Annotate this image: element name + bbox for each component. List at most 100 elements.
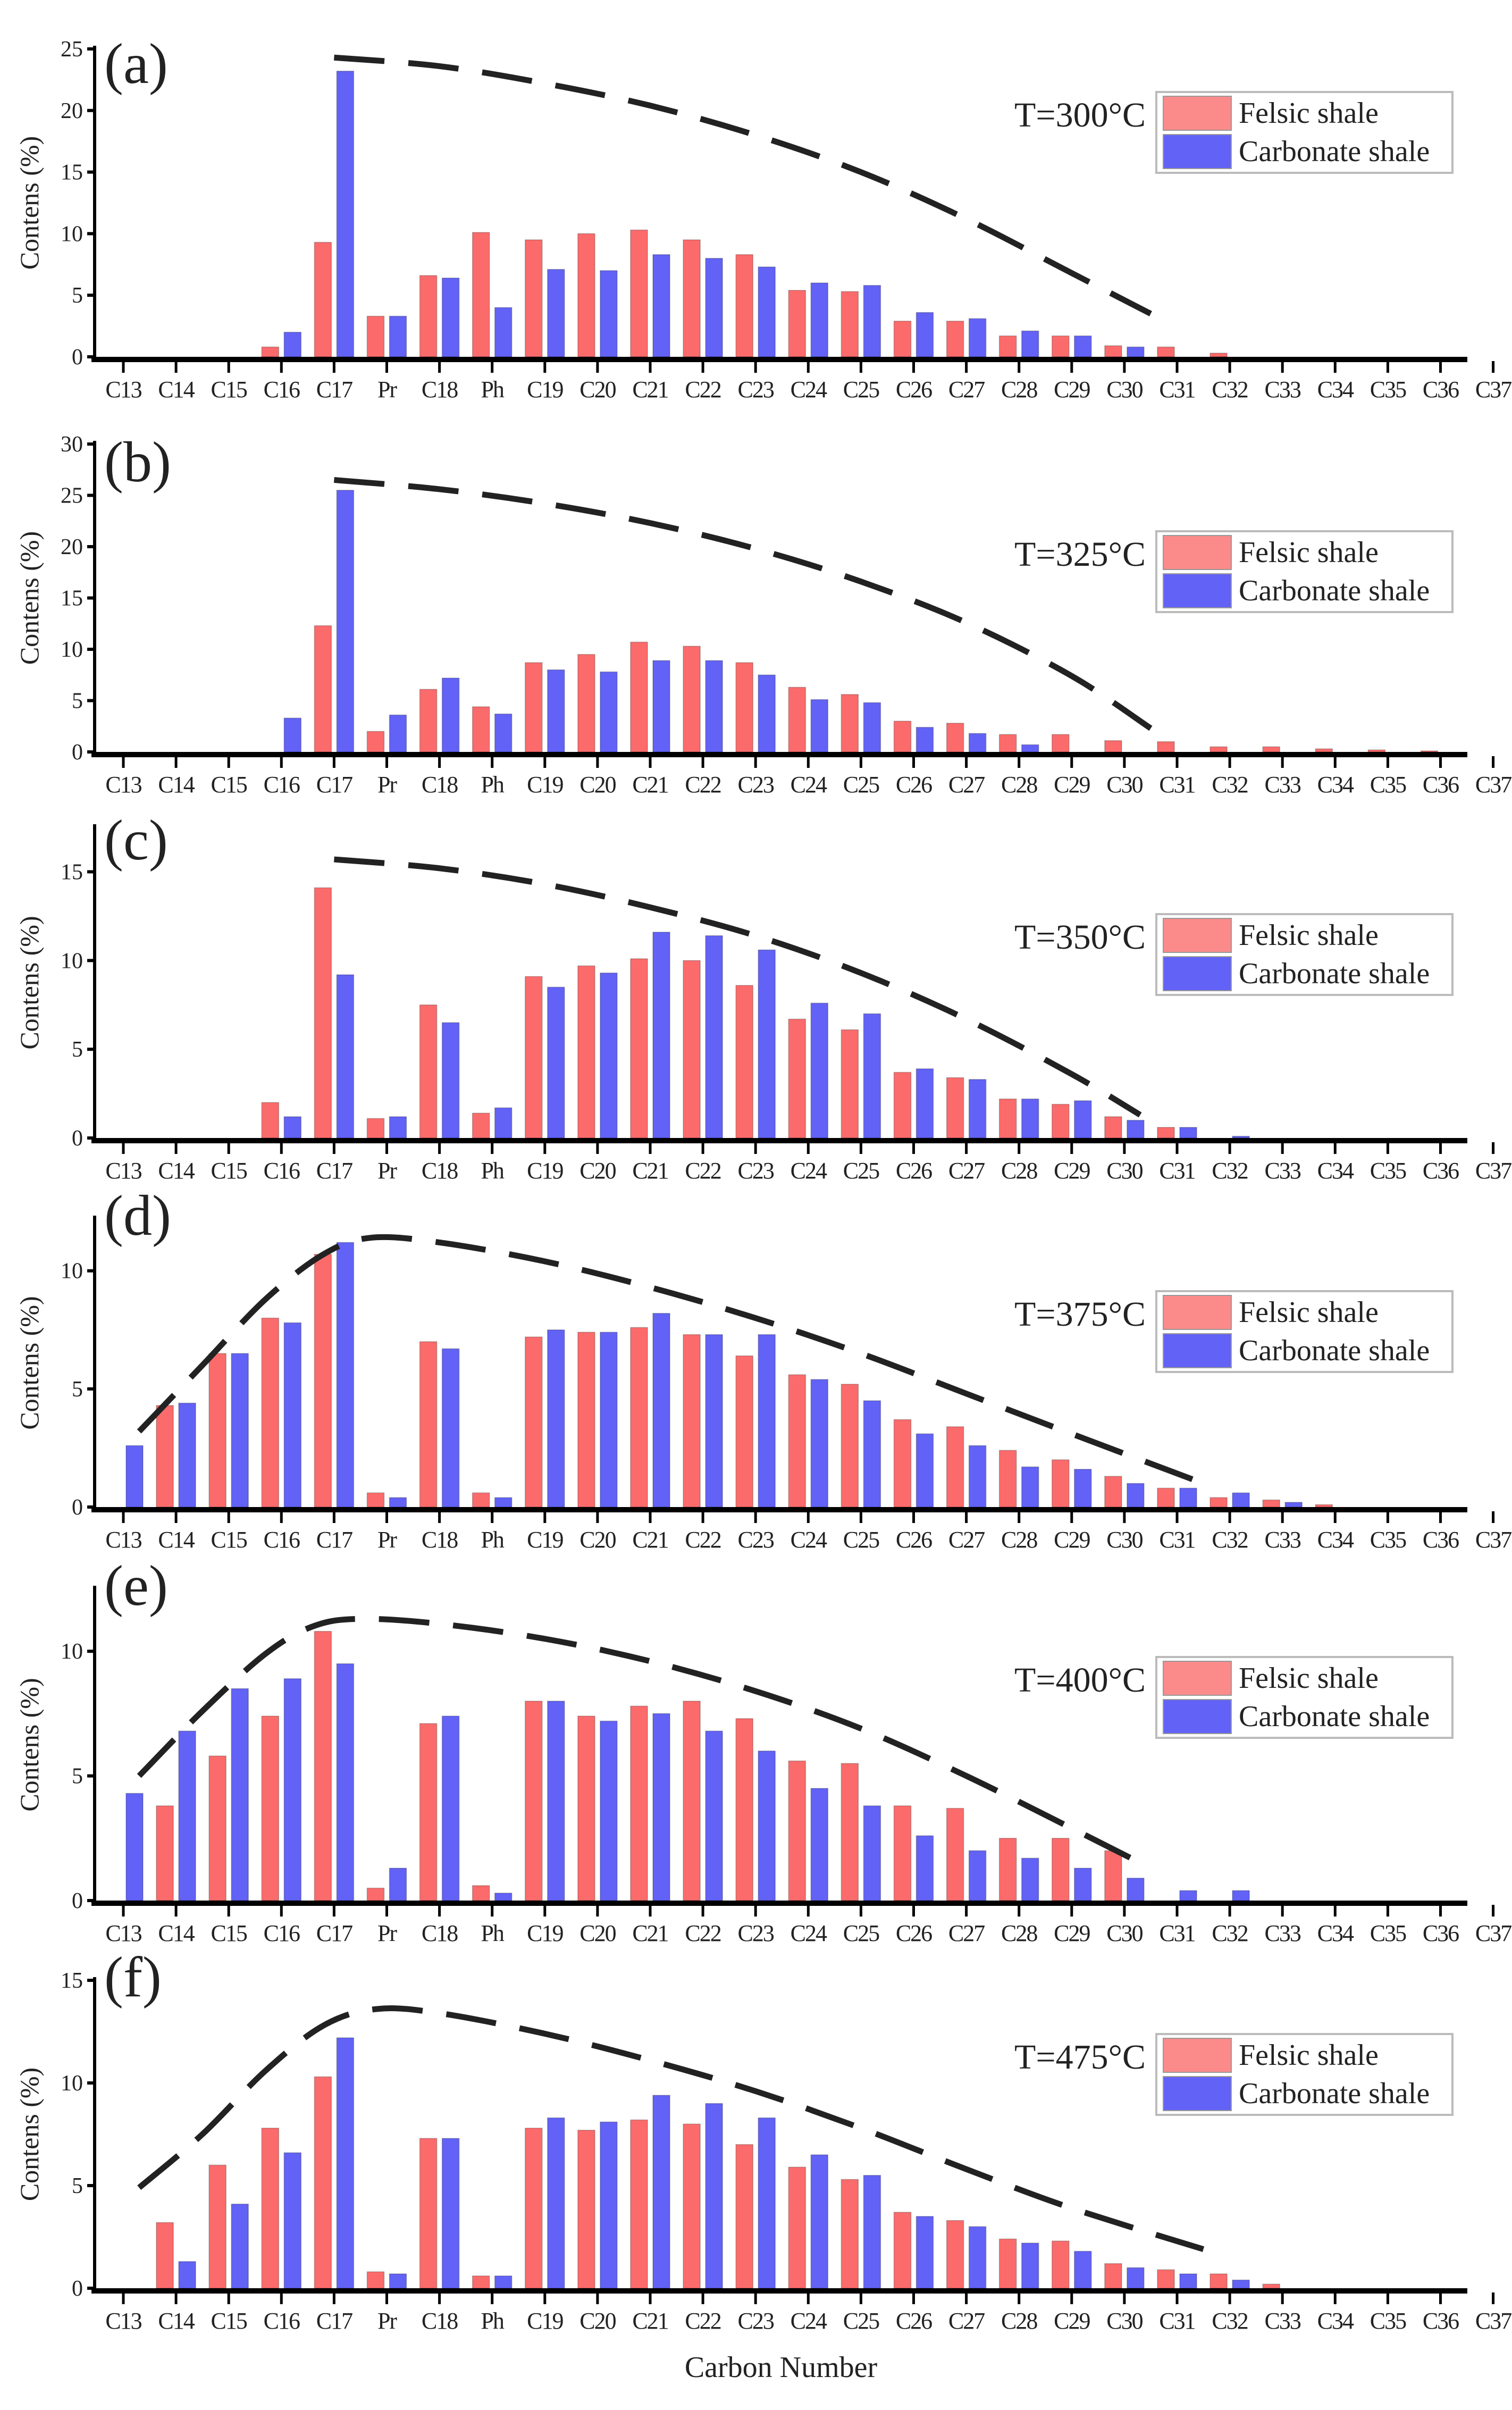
panel-b-x-tick-label-C21: C21 [632,772,668,798]
panel-f-x-tick-label-Pr: Pr [377,2308,397,2334]
panel-a-x-tick-label-C22: C22 [685,376,720,403]
panel-b-legend-label-felsic: Felsic shale [1239,536,1379,569]
panel-e-legend-label-felsic: Felsic shale [1239,1662,1379,1695]
panel-b-x-tick-label-C24: C24 [791,772,827,798]
panel-d-felsic-bar-C16 [261,1317,280,1508]
panel-b-x-tick-label-C15: C15 [211,772,247,798]
panel-d-felsic-bar-C22 [683,1334,701,1508]
panel-a-x-tick-label-Pr: Pr [377,376,397,403]
panel-c-carbonate-bar-C30 [1127,1119,1145,1139]
panel-f-carbonate-bar-C18 [441,2138,460,2289]
panel-a-felsic-bar-C16 [261,346,280,357]
panel-e-x-tick-label-C25: C25 [843,1920,879,1946]
panel-d-x-tick-label-C25: C25 [843,1527,879,1553]
panel-c-felsic-bar-C27 [946,1077,964,1139]
panel-f-x-tick-label-C16: C16 [264,2308,300,2334]
panel-e-x-tick-label-C16: C16 [264,1920,300,1946]
panel-e-felsic-bar-C23 [735,1718,753,1901]
panel-a-x-tick-label-C25: C25 [843,376,879,403]
panel-c-felsic-bar-C19 [525,976,543,1139]
panel-a-x-tick-label-C21: C21 [632,376,668,403]
panel-f-felsic-bar-C15 [208,2164,226,2289]
panel-f-x-tick-label-C17: C17 [316,2308,352,2334]
panel-e-carbonate-bar-C28 [1021,1857,1039,1901]
panel-a-carbonate-bar-C16 [283,331,302,357]
panel-a-x-tick-label-C15: C15 [211,376,247,403]
panel-b-x-tick-label-C20: C20 [579,772,616,798]
panel-d-x-tick-label-C30: C30 [1106,1527,1143,1553]
panel-e-carbonate-bar-Ph [494,1893,513,1901]
panel-a-felsic-bar-C22 [683,239,701,357]
panel-a-felsic-bar-C24 [788,290,807,357]
panel-b-felsic-bar-C32 [1209,746,1228,752]
panel-a-x-tick-label-C19: C19 [527,376,563,403]
panel-f-carbonate-bar-C17 [336,2037,355,2289]
panel-b-carbonate-bar-C21 [652,660,670,752]
panel-c-felsic-bar-C22 [683,960,701,1139]
panel-f-felsic-bar-C23 [735,2144,753,2289]
panel-e-felsic-bar-C18 [419,1723,438,1901]
panel-b-x-tick-label-C35: C35 [1370,772,1406,798]
panel-c-x-tick-label-C22: C22 [685,1158,720,1184]
panel-b-y-tick-label: 25 [61,484,83,508]
panel-c-carbonate-bar-C21 [652,932,670,1139]
panel-d-felsic-bar-C24 [788,1374,807,1508]
panel-c-carbonate-bar-C20 [600,972,618,1139]
panel-d-temperature-annotation: T=375°C [1014,1295,1146,1334]
panel-a-y-tick-label: 15 [61,161,83,185]
panel-d-x-tick-label-C32: C32 [1212,1527,1247,1553]
panel-b-y-tick-label: 30 [61,432,83,457]
panel-f-y-tick-label: 10 [61,2071,83,2096]
panel-d-carbonate-bar-C30 [1127,1483,1145,1508]
panel-c-x-tick-label-C26: C26 [896,1158,932,1184]
panel-c-y-tick-label: 15 [61,860,83,884]
panel-e-x-tick-label-C26: C26 [896,1920,932,1946]
panel-d-felsic-bar-C32 [1209,1497,1228,1508]
panel-f-felsic-bar-C33 [1262,2283,1280,2289]
panel-f-legend-swatch-felsic [1163,2038,1232,2073]
panel-a-felsic-bar-C29 [1052,335,1070,357]
panel-d-felsic-bar-C25 [841,1384,859,1508]
panel-e-x-tick-label-Ph: Ph [481,1920,504,1946]
panel-f-felsic-bar-C25 [841,2179,859,2289]
panel-f-felsic-bar-C20 [577,2130,595,2289]
panel-d-carbonate-bar-C33 [1284,1502,1303,1508]
panel-c-legend-swatch-carbonate [1163,956,1232,991]
panel-c-carbonate-bar-C22 [705,935,723,1139]
panel-f-felsic-bar-C16 [261,2128,280,2289]
panel-a-panel-label: (a) [104,32,168,96]
panel-c-carbonate-bar-C16 [283,1116,302,1139]
panel-d-carbonate-bar-C26 [915,1433,934,1508]
panel-b-felsic-bar-C35 [1367,749,1386,752]
panel-f-felsic-bar-C24 [788,2166,807,2289]
panel-c-x-tick-label-C37: C37 [1475,1158,1511,1184]
panel-a-felsic-bar-C23 [735,254,753,357]
panel-f-carbonate-bar-C14 [178,2261,196,2289]
panel-d-carbonate-bar-C13 [125,1445,144,1508]
panel-a-carbonate-bar-C22 [705,257,723,357]
panel-b-carbonate-bar-C25 [863,702,881,752]
panel-f-x-tick-label-C22: C22 [685,2308,720,2334]
panel-c-x-tick-label-Ph: Ph [481,1158,504,1184]
panel-a-legend-swatch-felsic [1163,96,1232,131]
panel-d-x-tick-label-C14: C14 [158,1527,195,1553]
panel-b-carbonate-bar-C20 [600,671,618,752]
panel-f-felsic-bar-C26 [893,2212,912,2289]
panel-b-x-tick-label-C17: C17 [316,772,352,798]
panel-b-felsic-bar-C28 [998,734,1017,752]
panel-c-carbonate-bar-C27 [968,1079,987,1139]
panel-d-felsic-bar-C14 [156,1405,174,1508]
panel-e-x-tick-label-C37: C37 [1475,1920,1511,1946]
panel-e-panel-label: (e) [104,1554,168,1618]
panel-e-carbonate-bar-C24 [810,1788,829,1901]
panel-f-x-tick-label-C28: C28 [1001,2308,1037,2334]
panel-f-x-tick-label-C23: C23 [738,2308,774,2334]
panel-e-felsic-bar-C21 [630,1705,648,1901]
panel-c-x-tick-label-C25: C25 [843,1158,879,1184]
panel-d-y-axis-label: Contens (%) [14,1296,44,1429]
panel-e-x-tick-label-C33: C33 [1265,1920,1301,1946]
panel-e-x-tick-label-C21: C21 [632,1920,668,1946]
panel-b-felsic-bar-C34 [1315,748,1333,752]
panel-e-felsic-bar-C19 [525,1701,543,1901]
